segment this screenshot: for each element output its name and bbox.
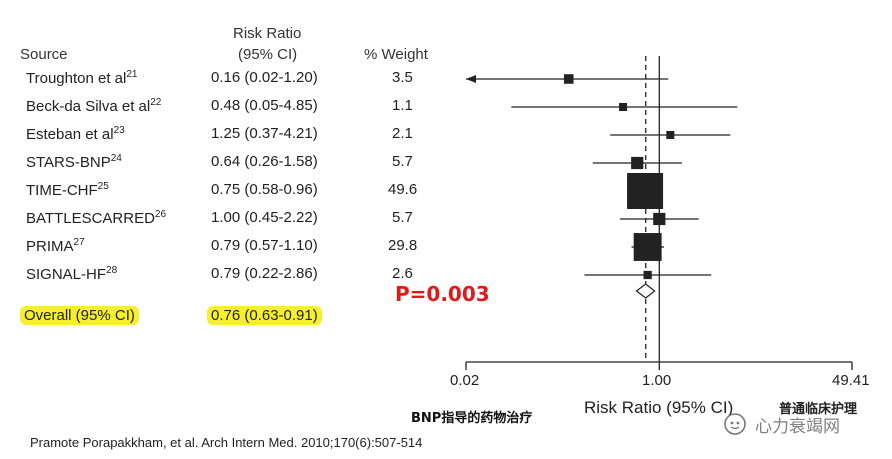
study-name: BATTLESCARRED26 [26, 209, 166, 227]
overall-rr-text: 0.76 (0.63-0.91) [207, 306, 322, 325]
study-name-text: Esteban et al [26, 126, 114, 143]
study-reference: 23 [113, 125, 125, 136]
study-name: TIME-CHF25 [26, 181, 109, 199]
study-risk-ratio: 1.25 (0.37-4.21) [211, 125, 318, 142]
study-weight: 5.7 [392, 153, 413, 170]
x-axis-label: Risk Ratio (95% CI) [584, 398, 734, 417]
overall-label-text: Overall (95% CI) [20, 306, 139, 325]
study-point [627, 173, 664, 209]
column-header-ci: (95% CI) [238, 46, 298, 63]
study-reference: 21 [126, 69, 138, 80]
study-weight: 49.6 [388, 181, 418, 198]
study-name: STARS-BNP24 [26, 153, 122, 171]
study-name-text: Beck-da Silva et al [26, 98, 151, 115]
study-name-text: TIME-CHF [26, 182, 98, 199]
study-point [619, 103, 628, 111]
study-weight: 3.5 [392, 69, 413, 86]
study-reference: 26 [154, 209, 167, 220]
study-name: Troughton et al21 [26, 69, 137, 87]
study-weight: 2.6 [392, 265, 413, 282]
watermark-top-text: 普通临床护理 [779, 402, 858, 417]
study-risk-ratio: 0.75 (0.58-0.96) [211, 181, 318, 198]
column-header-source: Source [20, 46, 68, 63]
study-point [653, 212, 666, 226]
study-risk-ratio: 0.16 (0.02-1.20) [211, 69, 318, 86]
study-reference: 24 [110, 153, 122, 164]
column-header-weight: % Weight [364, 46, 428, 63]
study-risk-ratio: 1.00 (0.45-2.22) [211, 209, 318, 226]
study-risk-ratio: 0.48 (0.05-4.85) [211, 97, 318, 114]
study-point [631, 156, 644, 170]
study-weight: 29.8 [388, 237, 418, 254]
study-reference: 25 [97, 181, 109, 192]
study-name-text: Troughton et al [26, 70, 127, 87]
study-weight: 2.1 [392, 125, 413, 142]
study-risk-ratio: 0.64 (0.26-1.58) [211, 153, 318, 170]
study-reference: 27 [73, 237, 85, 248]
overall-label: Overall (95% CI) [20, 306, 139, 325]
study-weight: 5.7 [392, 209, 413, 226]
study-name-text: PRIMA [26, 238, 74, 255]
ci-arrow-left [466, 75, 476, 83]
citation-text: Pramote Porapakkham, et al. Arch Intern … [30, 435, 423, 450]
x-tick-label-mid: 1.00 [642, 372, 672, 389]
study-point [563, 74, 574, 84]
study-name: PRIMA27 [26, 237, 85, 255]
study-point [643, 270, 652, 280]
caption-chinese: BNP指导的药物治疗 [411, 411, 533, 426]
study-name-text: SIGNAL-HF [26, 266, 107, 283]
study-point [633, 233, 662, 261]
x-tick-label-max: 49.41 [832, 372, 870, 389]
overall-rr: 0.76 (0.63-0.91) [207, 306, 322, 325]
x-tick-label-min: 0.02 [450, 372, 480, 389]
study-point [666, 131, 675, 139]
study-risk-ratio: 0.79 (0.22-2.86) [211, 265, 318, 282]
study-reference: 22 [150, 97, 162, 108]
study-name-text: BATTLESCARRED [26, 210, 155, 227]
study-reference: 28 [106, 265, 118, 276]
study-name: Esteban et al23 [26, 125, 125, 143]
study-risk-ratio: 0.79 (0.57-1.10) [211, 237, 318, 254]
study-weight: 1.1 [392, 97, 413, 114]
study-name: Beck-da Silva et al22 [26, 97, 161, 115]
study-name-text: STARS-BNP [26, 154, 111, 171]
study-name: SIGNAL-HF28 [26, 265, 117, 283]
overall-diamond [635, 283, 656, 299]
wechat-icon [724, 413, 746, 435]
p-value-annotation: P=0.003 [395, 282, 490, 306]
watermark-main-text: 心力衰竭网 [755, 417, 840, 437]
column-header-risk-ratio: Risk Ratio [233, 25, 302, 42]
